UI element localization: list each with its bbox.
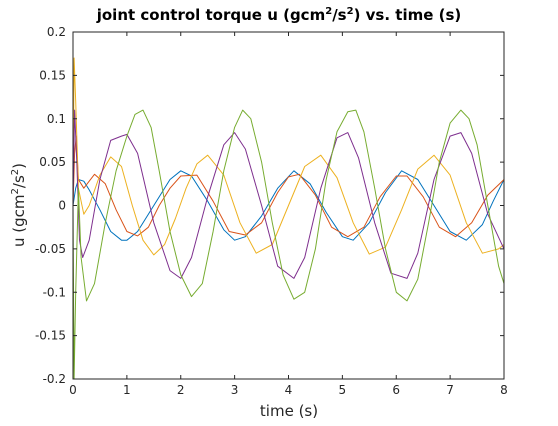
chart-title: joint control torque u (gcm2/s2) vs. tim… [96, 6, 462, 24]
x-tick-label: 6 [392, 383, 400, 397]
y-tick-label: -0.15 [35, 329, 66, 343]
y-tick-label: 0.1 [47, 112, 66, 126]
y-tick-label: -0.2 [43, 372, 66, 386]
x-tick-label: 7 [446, 383, 454, 397]
y-tick-label: 0 [58, 199, 66, 213]
y-tick-label: 0.2 [47, 25, 66, 39]
series-line-3 [73, 57, 504, 256]
x-tick-label: 1 [123, 383, 131, 397]
x-tick-label: 4 [285, 383, 293, 397]
x-tick-label: 2 [177, 383, 185, 397]
y-tick-label: -0.1 [43, 285, 66, 299]
x-tick-label: 0 [69, 383, 77, 397]
y-tick-label: 0.15 [39, 68, 66, 82]
y-tick-label: -0.05 [35, 242, 66, 256]
y-axis-label: u (gcm2/s2) [10, 163, 28, 247]
y-tick-label: 0.05 [39, 155, 66, 169]
x-tick-label: 8 [500, 383, 508, 397]
x-axis-label: time (s) [259, 402, 319, 420]
series-line-1 [73, 170, 504, 241]
x-tick-label: 5 [339, 383, 347, 397]
series-layer [73, 57, 504, 379]
series-line-5 [73, 109, 504, 379]
series-line-4 [73, 109, 504, 279]
ticks-layer: 0 1 2 3 4 5 6 7 8 -0.2 -0.15 -0.1 -0.05 0 0.05 0.1 0.15 0… [35, 25, 508, 397]
x-tick-label: 3 [231, 383, 239, 397]
